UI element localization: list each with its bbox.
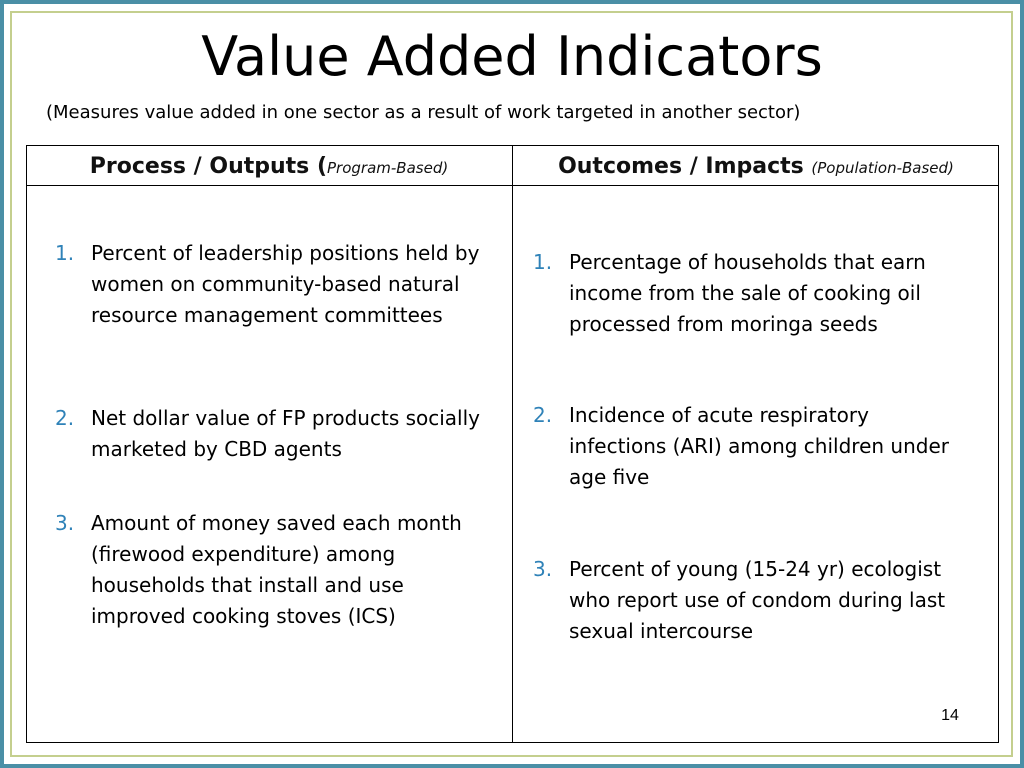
column-header-sublabel: Program-Based) <box>327 159 449 177</box>
list-item-number: 1. <box>533 250 553 274</box>
column-header-label: Process / Outputs <box>89 154 317 179</box>
column-divider <box>512 145 513 743</box>
list-item-number: 2. <box>55 406 75 430</box>
list-item-number: 2. <box>533 403 553 427</box>
list-item-text: Percent of leadership positions held by … <box>91 241 480 327</box>
slide-subtitle: (Measures value added in one sector as a… <box>46 102 801 123</box>
list-item-number: 3. <box>533 557 553 581</box>
column-header-process-outputs: Process / Outputs (Program-Based) <box>26 150 512 184</box>
list-item-text: Percent of young (15-24 yr) ecologist wh… <box>569 557 946 643</box>
column-header-label: Outcomes / Impacts <box>558 154 812 179</box>
list-item-text: Net dollar value of FP products socially… <box>91 406 481 461</box>
list-item-text: Amount of money saved each month (firewo… <box>91 511 462 628</box>
column-header-sublabel: (Population-Based) <box>811 159 954 177</box>
list-item-text: Incidence of acute respiratory infection… <box>569 403 949 489</box>
slide-inner-border <box>10 11 1013 757</box>
list-item-number: 1. <box>55 241 75 265</box>
slide-title: Value Added Indicators <box>201 25 823 88</box>
column-header-paren: ( <box>316 154 327 179</box>
list-item-text: Percentage of households that earn incom… <box>569 250 926 336</box>
column-header-outcomes-impacts: Outcomes / Impacts (Population-Based) <box>513 150 999 184</box>
page-number: 14 <box>941 707 959 724</box>
list-item-number: 3. <box>55 511 75 535</box>
header-divider <box>26 185 999 186</box>
